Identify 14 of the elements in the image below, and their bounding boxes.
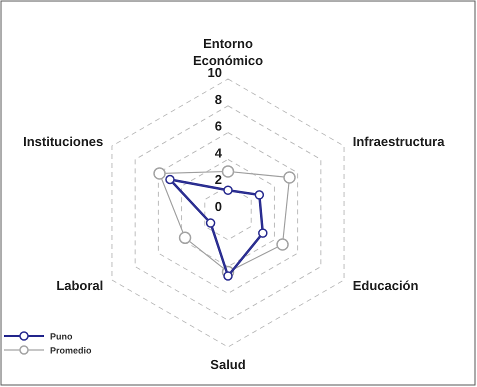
y-tick-label: 10 <box>208 65 222 80</box>
spoke-label: Infraestructura <box>352 134 446 149</box>
spoke-label: Laboral <box>56 278 104 293</box>
y-tick-label: 8 <box>214 92 222 107</box>
y-tick-label: 0 <box>214 199 222 214</box>
y-tick-label: 6 <box>214 118 222 134</box>
spoke-label: Entorno Económico <box>192 36 264 68</box>
legend-label: Puno <box>50 332 73 342</box>
y-tick-label: 2 <box>214 172 222 188</box>
spoke-label: Educación <box>352 278 419 293</box>
spoke-label: Instituciones <box>23 134 104 149</box>
y-tick-label: 4 <box>214 145 223 160</box>
spoke-label: Salud <box>210 357 246 372</box>
legend-label: Promedio <box>50 346 92 356</box>
